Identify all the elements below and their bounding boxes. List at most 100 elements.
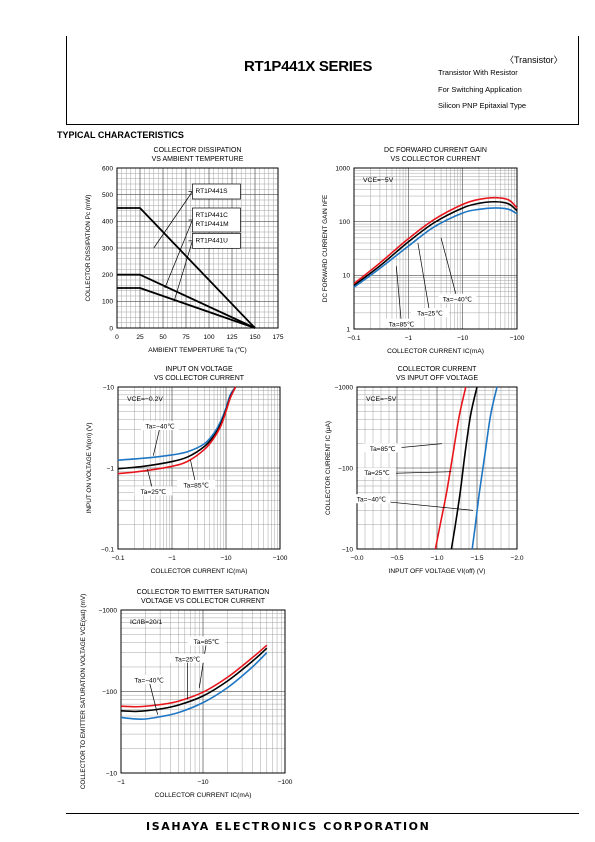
header-line-1: Transistor With Resistor (438, 68, 518, 77)
c3-annotation-bg (177, 479, 216, 489)
c5-series-line (120, 647, 268, 713)
c4-x-tick-label: −2.0 (510, 555, 523, 562)
c2-annotation-label: Ta=25℃ (417, 310, 443, 318)
header-frame-bottom-line (66, 124, 579, 125)
c5-series-line (120, 644, 268, 708)
c4-x-tick-label: −0.5 (390, 555, 403, 562)
c1-x-tick-label: 100 (203, 334, 214, 341)
c5-x-axis-label: COLLECTOR CURRENT IC(mA) (155, 792, 252, 799)
c3-annotation-label: Ta=25℃ (140, 488, 166, 496)
header-line-2: For Switching Application (438, 85, 522, 94)
c3-x-tick-label: −10 (220, 555, 232, 562)
c2-y-tick-label: 100 (339, 219, 350, 226)
c2-annotation-label: Ta=−40℃ (443, 295, 472, 303)
header-line-3: Silicon PNP Epitaxial Type (438, 101, 527, 110)
c4-condition-label: VCE=−5V (366, 396, 397, 403)
c3-y-tick-label: −0.1 (101, 546, 114, 553)
c4-annotation-label: Ta=85℃ (370, 445, 396, 453)
c1-plot-frame (116, 167, 279, 329)
c2-title-line: DC FORWARD CURRENT GAIN (384, 147, 487, 154)
header-frame-left-line (66, 36, 67, 124)
c1-label-box-text: RT1P441C (195, 212, 228, 219)
c3-annotation-label: Ta=85℃ (183, 481, 209, 489)
c4-annotation-bg (352, 494, 391, 504)
c4-x-tick-label: −1.5 (470, 555, 483, 562)
c3-condition-label: VCE=−0.2V (127, 396, 163, 403)
c5-y-tick-label: −1000 (98, 607, 117, 614)
c5-annotation-bg (187, 636, 226, 646)
c5-annotation-leader (198, 642, 207, 689)
c3-y-axis-label: INPUT ON VOLTAGE VI(on) (V) (86, 423, 93, 514)
c2-y-axis-label: DC FORWARD CURRENT GAIN hFE (322, 195, 329, 302)
c1-label-box (192, 232, 241, 249)
c5-y-tick-label: −10 (106, 770, 118, 777)
c2-annotation-leader (417, 242, 431, 315)
c4-y-tick-label: −10 (342, 546, 354, 553)
c5-x-tick-label: −1 (117, 779, 125, 786)
c4-series-line (434, 386, 467, 550)
c4-x-tick-label: −0.0 (350, 555, 363, 562)
c3-title-line: INPUT ON VOLTAGE (165, 366, 233, 373)
c2-title-line: VS COLLECTOR CURRENT (390, 156, 481, 163)
c4-y-tick-label: −100 (338, 465, 353, 472)
c2-x-axis-label: COLLECTOR CURRENT IC(mA) (387, 348, 484, 355)
c1-x-tick-label: 50 (159, 334, 167, 341)
c5-y-tick-label: −100 (102, 689, 117, 696)
c4-x-axis-label: INPUT OFF VOLTAGE VI(off) (V) (389, 568, 486, 575)
c2-series-line (353, 200, 518, 287)
c2-x-tick-label: −0.1 (347, 335, 360, 342)
c1-x-tick-label: 150 (249, 334, 260, 341)
c2-annotation-label: Ta=85℃ (389, 320, 415, 328)
c2-annotation-leader (395, 265, 402, 325)
c5-y-axis-label: COLLECTOR TO EMITTER SATURATION VOLTAGE … (80, 594, 87, 790)
c1-label-box (192, 183, 241, 200)
c1-title-line: VS AMBIENT TEMPERTURE (152, 156, 244, 163)
c4-annotation-bg (358, 467, 396, 477)
c1-label-leader (164, 219, 193, 289)
c1-y-tick-label: 200 (102, 272, 113, 279)
c5-annotation-label: Ta=25℃ (175, 655, 201, 663)
header-frame-right-line (578, 36, 579, 124)
c3-y-tick-label: −10 (103, 384, 115, 391)
c4-title-line: VS INPUT OFF VOLTAGE (396, 375, 478, 382)
c2-condition-label: VCE=−5V (363, 177, 394, 184)
c3-x-axis-label: COLLECTOR CURRENT IC(mA) (151, 568, 248, 575)
c1-y-tick-label: 500 (102, 192, 113, 199)
c5-x-tick-label: −100 (278, 779, 293, 786)
c1-series-line (117, 287, 256, 329)
c5-title-line: COLLECTOR TO EMITTER SATURATION (137, 589, 270, 596)
c5-annotation-label: Ta=85℃ (194, 638, 220, 646)
c1-x-tick-label: 25 (136, 334, 144, 341)
c4-annotation-bg (363, 443, 402, 453)
c2-annotation-bg (438, 293, 477, 303)
c5-annotation-bg (130, 674, 169, 684)
c1-title-line: COLLECTOR DISSIPATION (154, 147, 242, 154)
c2-annotation-leader (440, 237, 458, 300)
c1-label-box (192, 207, 241, 233)
c1-x-tick-label: 0 (115, 334, 119, 341)
c1-y-tick-label: 100 (102, 299, 113, 306)
device-category: 〈Transistor〉 (505, 55, 563, 65)
c4-title-line: COLLECTOR CURRENT (398, 366, 478, 373)
c2-annotation-bg (382, 318, 421, 328)
c1-label-box-text: RT1P441U (195, 237, 228, 244)
c5-x-tick-label: −10 (197, 779, 209, 786)
c4-y-axis-label: COLLECTOR CURRENT IC (μA) (325, 421, 332, 515)
c1-x-tick-label: 125 (226, 334, 237, 341)
c1-y-axis-label: COLLECTOR DISSIPATION Pc (mW) (85, 195, 92, 302)
c4-x-tick-label: −1.0 (430, 555, 443, 562)
section-title: TYPICAL CHARACTERISTICS (57, 130, 184, 140)
c3-annotation-bg (134, 486, 173, 496)
c3-x-tick-label: −1 (168, 555, 176, 562)
c1-series-line (117, 207, 256, 329)
c2-y-tick-label: 1 (346, 326, 350, 333)
c3-x-tick-label: −100 (273, 555, 288, 562)
c2-series-line (353, 196, 518, 285)
c3-y-tick-label: −1 (106, 465, 114, 472)
footer-rule (66, 813, 579, 814)
c2-x-tick-label: −10 (457, 335, 469, 342)
c5-title-line: VOLTAGE VS COLLECTOR CURRENT (141, 598, 266, 605)
c2-series-line (353, 207, 518, 288)
c1-x-axis-label: AMBIENT TEMPERTURE Ta (℃) (148, 346, 247, 354)
